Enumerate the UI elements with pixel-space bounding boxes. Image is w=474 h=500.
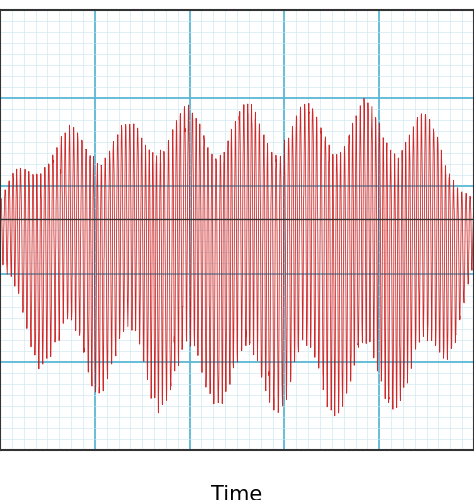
Text: Time: Time (211, 485, 263, 500)
